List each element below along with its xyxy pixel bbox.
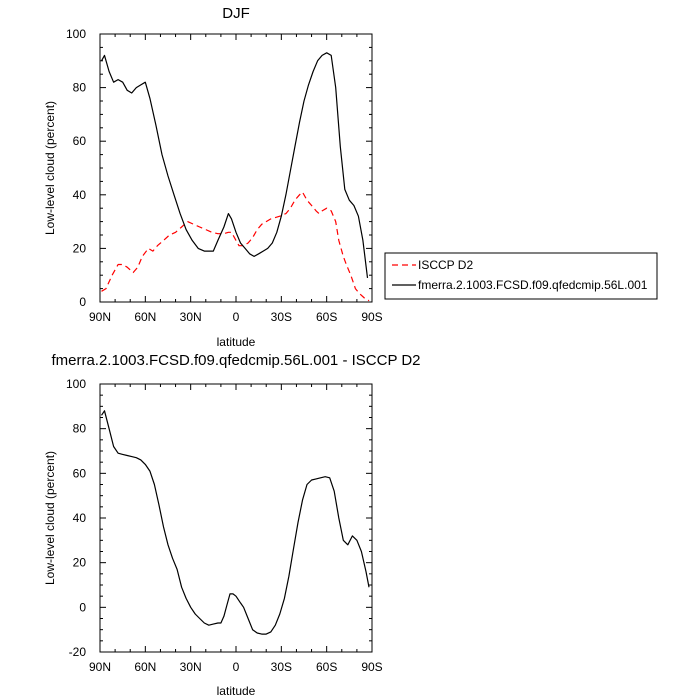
bottom-x-tick-label: 60S (316, 660, 337, 674)
top-series-line-0 (101, 191, 370, 302)
top-y-tick-label: 60 (73, 134, 87, 148)
bottom-chart-title: fmerra.2.1003.FCSD.f09.qfedcmip.56L.001 … (51, 352, 420, 369)
bottom-series-line-0 (101, 410, 370, 635)
top-x-tick-label: 30S (271, 310, 292, 324)
top-x-tick-label: 90S (361, 310, 382, 324)
bottom-y-tick-label: -20 (69, 645, 87, 659)
top-y-axis-label: Low-level cloud (percent) (43, 101, 57, 235)
bottom-y-tick-label: 0 (79, 600, 86, 614)
top-x-tick-label: 60S (316, 310, 337, 324)
bottom-x-tick-label: 30S (271, 660, 292, 674)
top-x-tick-label: 0 (233, 310, 240, 324)
top-y-tick-label: 20 (73, 241, 87, 255)
top-y-tick-label: 40 (73, 188, 87, 202)
bottom-x-tick-label: 60N (134, 660, 156, 674)
bottom-x-tick-label: 90S (361, 660, 382, 674)
top-chart-legend: ISCCP D2 fmerra.2.1003.FCSD.f09.qfedcmip… (384, 252, 658, 300)
bottom-chart-panel: fmerra.2.1003.FCSD.f09.qfedcmip.56L.001 … (43, 352, 421, 698)
legend-box (384, 252, 658, 300)
bottom-x-tick-label: 90N (89, 660, 111, 674)
top-x-tick-label: 30N (180, 310, 202, 324)
top-y-tick-label: 0 (79, 295, 86, 309)
top-chart-title: DJF (222, 5, 250, 22)
bottom-plot-frame (99, 383, 373, 653)
top-plot-frame (99, 33, 373, 303)
bottom-x-tick-label: 0 (233, 660, 240, 674)
top-x-tick-label: 90N (89, 310, 111, 324)
top-y-tick-label: 80 (73, 81, 87, 95)
bottom-x-tick-label: 30N (180, 660, 202, 674)
bottom-y-tick-label: 20 (73, 556, 87, 570)
top-x-tick-label: 60N (134, 310, 156, 324)
bottom-x-axis-label: latitude (217, 684, 256, 698)
bottom-y-tick-label: 60 (73, 466, 87, 480)
top-series-line-1 (100, 52, 369, 278)
legend-label-isccp: ISCCP D2 (418, 258, 473, 272)
top-x-axis-label: latitude (217, 335, 256, 349)
bottom-y-tick-label: 100 (66, 377, 86, 391)
top-chart-panel: DJF latitude Low-level cloud (percent) 0… (43, 5, 383, 349)
bottom-y-axis-label: Low-level cloud (percent) (43, 451, 57, 585)
top-y-tick-label: 100 (66, 27, 86, 41)
bottom-y-tick-label: 80 (73, 422, 87, 436)
bottom-y-tick-label: 40 (73, 511, 87, 525)
legend-label-model: fmerra.2.1003.FCSD.f09.qfedcmip.56L.001 (418, 278, 648, 292)
